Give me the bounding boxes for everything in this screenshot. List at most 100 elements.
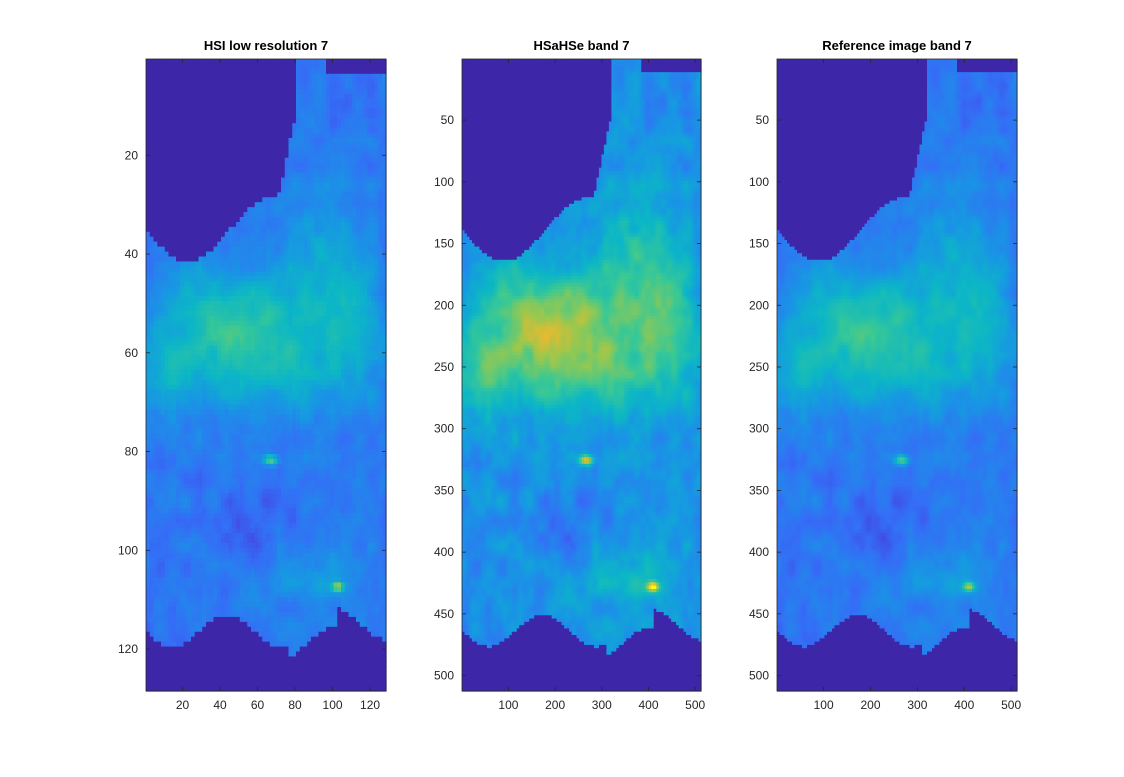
heatmap-cell [289, 316, 293, 322]
heatmap-cell [236, 266, 240, 272]
heatmap-cell [214, 375, 218, 381]
heatmap-cell [154, 400, 158, 406]
heatmap-cell [236, 222, 240, 228]
heatmap-cell [225, 242, 229, 248]
heatmap-cell [232, 178, 236, 184]
heatmap-cell [371, 123, 375, 129]
heatmap-cell [161, 301, 165, 307]
heatmap-cell [292, 296, 296, 302]
heatmap-cell [157, 64, 161, 70]
heatmap-cell [281, 118, 285, 124]
heatmap-cell [367, 316, 371, 322]
heatmap-cell [281, 113, 285, 119]
heatmap-cell [285, 94, 289, 100]
heatmap-cell [341, 257, 345, 263]
heatmap-cell [229, 321, 233, 327]
heatmap-cell [165, 306, 169, 312]
heatmap-cell [187, 365, 191, 371]
heatmap-cell [319, 79, 323, 85]
heatmap-cell [266, 237, 270, 243]
heatmap-cell [274, 202, 278, 208]
heatmap-cell [296, 182, 300, 188]
heatmap-cell [349, 247, 353, 253]
heatmap-cell [285, 336, 289, 342]
heatmap-cell [161, 410, 165, 416]
heatmap-cell [326, 153, 330, 159]
heatmap-cell [322, 222, 326, 228]
heatmap-cell [349, 296, 353, 302]
heatmap-cell [375, 380, 379, 386]
heatmap-cell [300, 178, 304, 184]
heatmap-cell [360, 232, 364, 238]
heatmap-cell [349, 271, 353, 277]
heatmap-cell [262, 59, 266, 65]
heatmap-cell [345, 276, 349, 282]
heatmap-cell [345, 222, 349, 228]
heatmap-cell [217, 192, 221, 198]
heatmap-cell [165, 99, 169, 105]
heatmap-cell [221, 207, 225, 213]
heatmap-cell [157, 286, 161, 292]
heatmap-cell [285, 247, 289, 253]
heatmap-cell [304, 207, 308, 213]
heatmap-cell [364, 400, 368, 406]
heatmap-cell [221, 237, 225, 243]
heatmap-cell [232, 281, 236, 287]
heatmap-cell [199, 237, 203, 243]
heatmap-cell [191, 316, 195, 322]
heatmap-cell [191, 94, 195, 100]
heatmap-cell [172, 197, 176, 203]
heatmap-cell [337, 89, 341, 95]
heatmap-cell [244, 64, 248, 70]
heatmap-cell [367, 173, 371, 179]
heatmap-cell [379, 173, 383, 179]
heatmap-cell [184, 123, 188, 129]
heatmap-cell [210, 227, 214, 233]
heatmap-cell [251, 148, 255, 154]
heatmap-cell [364, 197, 368, 203]
heatmap-cell [157, 247, 161, 253]
heatmap-cell [281, 321, 285, 327]
heatmap-cell [225, 99, 229, 105]
heatmap-cell [337, 59, 341, 65]
heatmap-cell [172, 365, 176, 371]
heatmap-cell [375, 370, 379, 376]
heatmap-cell [195, 385, 199, 391]
heatmap-cell [341, 281, 345, 287]
heatmap-cell [236, 103, 240, 109]
heatmap-cell [334, 222, 338, 228]
heatmap-cell [221, 311, 225, 317]
heatmap-cell [221, 133, 225, 139]
heatmap-cell [221, 74, 225, 80]
heatmap-cell [244, 375, 248, 381]
heatmap-cell [379, 89, 383, 95]
heatmap-cell [161, 84, 165, 90]
heatmap-cell [202, 89, 206, 95]
heatmap-cell [379, 375, 383, 381]
heatmap-cell [195, 94, 199, 100]
heatmap-cell [345, 360, 349, 366]
heatmap-cell [161, 232, 165, 238]
heatmap-cell [150, 375, 154, 381]
heatmap-cell [334, 340, 338, 346]
heatmap-cell [161, 405, 165, 411]
heatmap-cell [180, 222, 184, 228]
heatmap-cell [319, 222, 323, 228]
heatmap-cell [161, 123, 165, 129]
heatmap-cell [326, 138, 330, 144]
heatmap-cell [300, 340, 304, 346]
heatmap-cell [217, 291, 221, 297]
heatmap-cell [341, 222, 345, 228]
heatmap-cell [157, 197, 161, 203]
heatmap-cell [304, 252, 308, 258]
heatmap-cell [281, 178, 285, 184]
heatmap-cell [172, 128, 176, 134]
heatmap-cell [176, 252, 180, 258]
heatmap-cell [356, 123, 360, 129]
heatmap-cell [157, 168, 161, 174]
heatmap-cell [296, 69, 300, 75]
heatmap-cell [319, 331, 323, 337]
heatmap-cell [206, 94, 210, 100]
heatmap-cell [176, 281, 180, 287]
heatmap-cell [289, 247, 293, 253]
